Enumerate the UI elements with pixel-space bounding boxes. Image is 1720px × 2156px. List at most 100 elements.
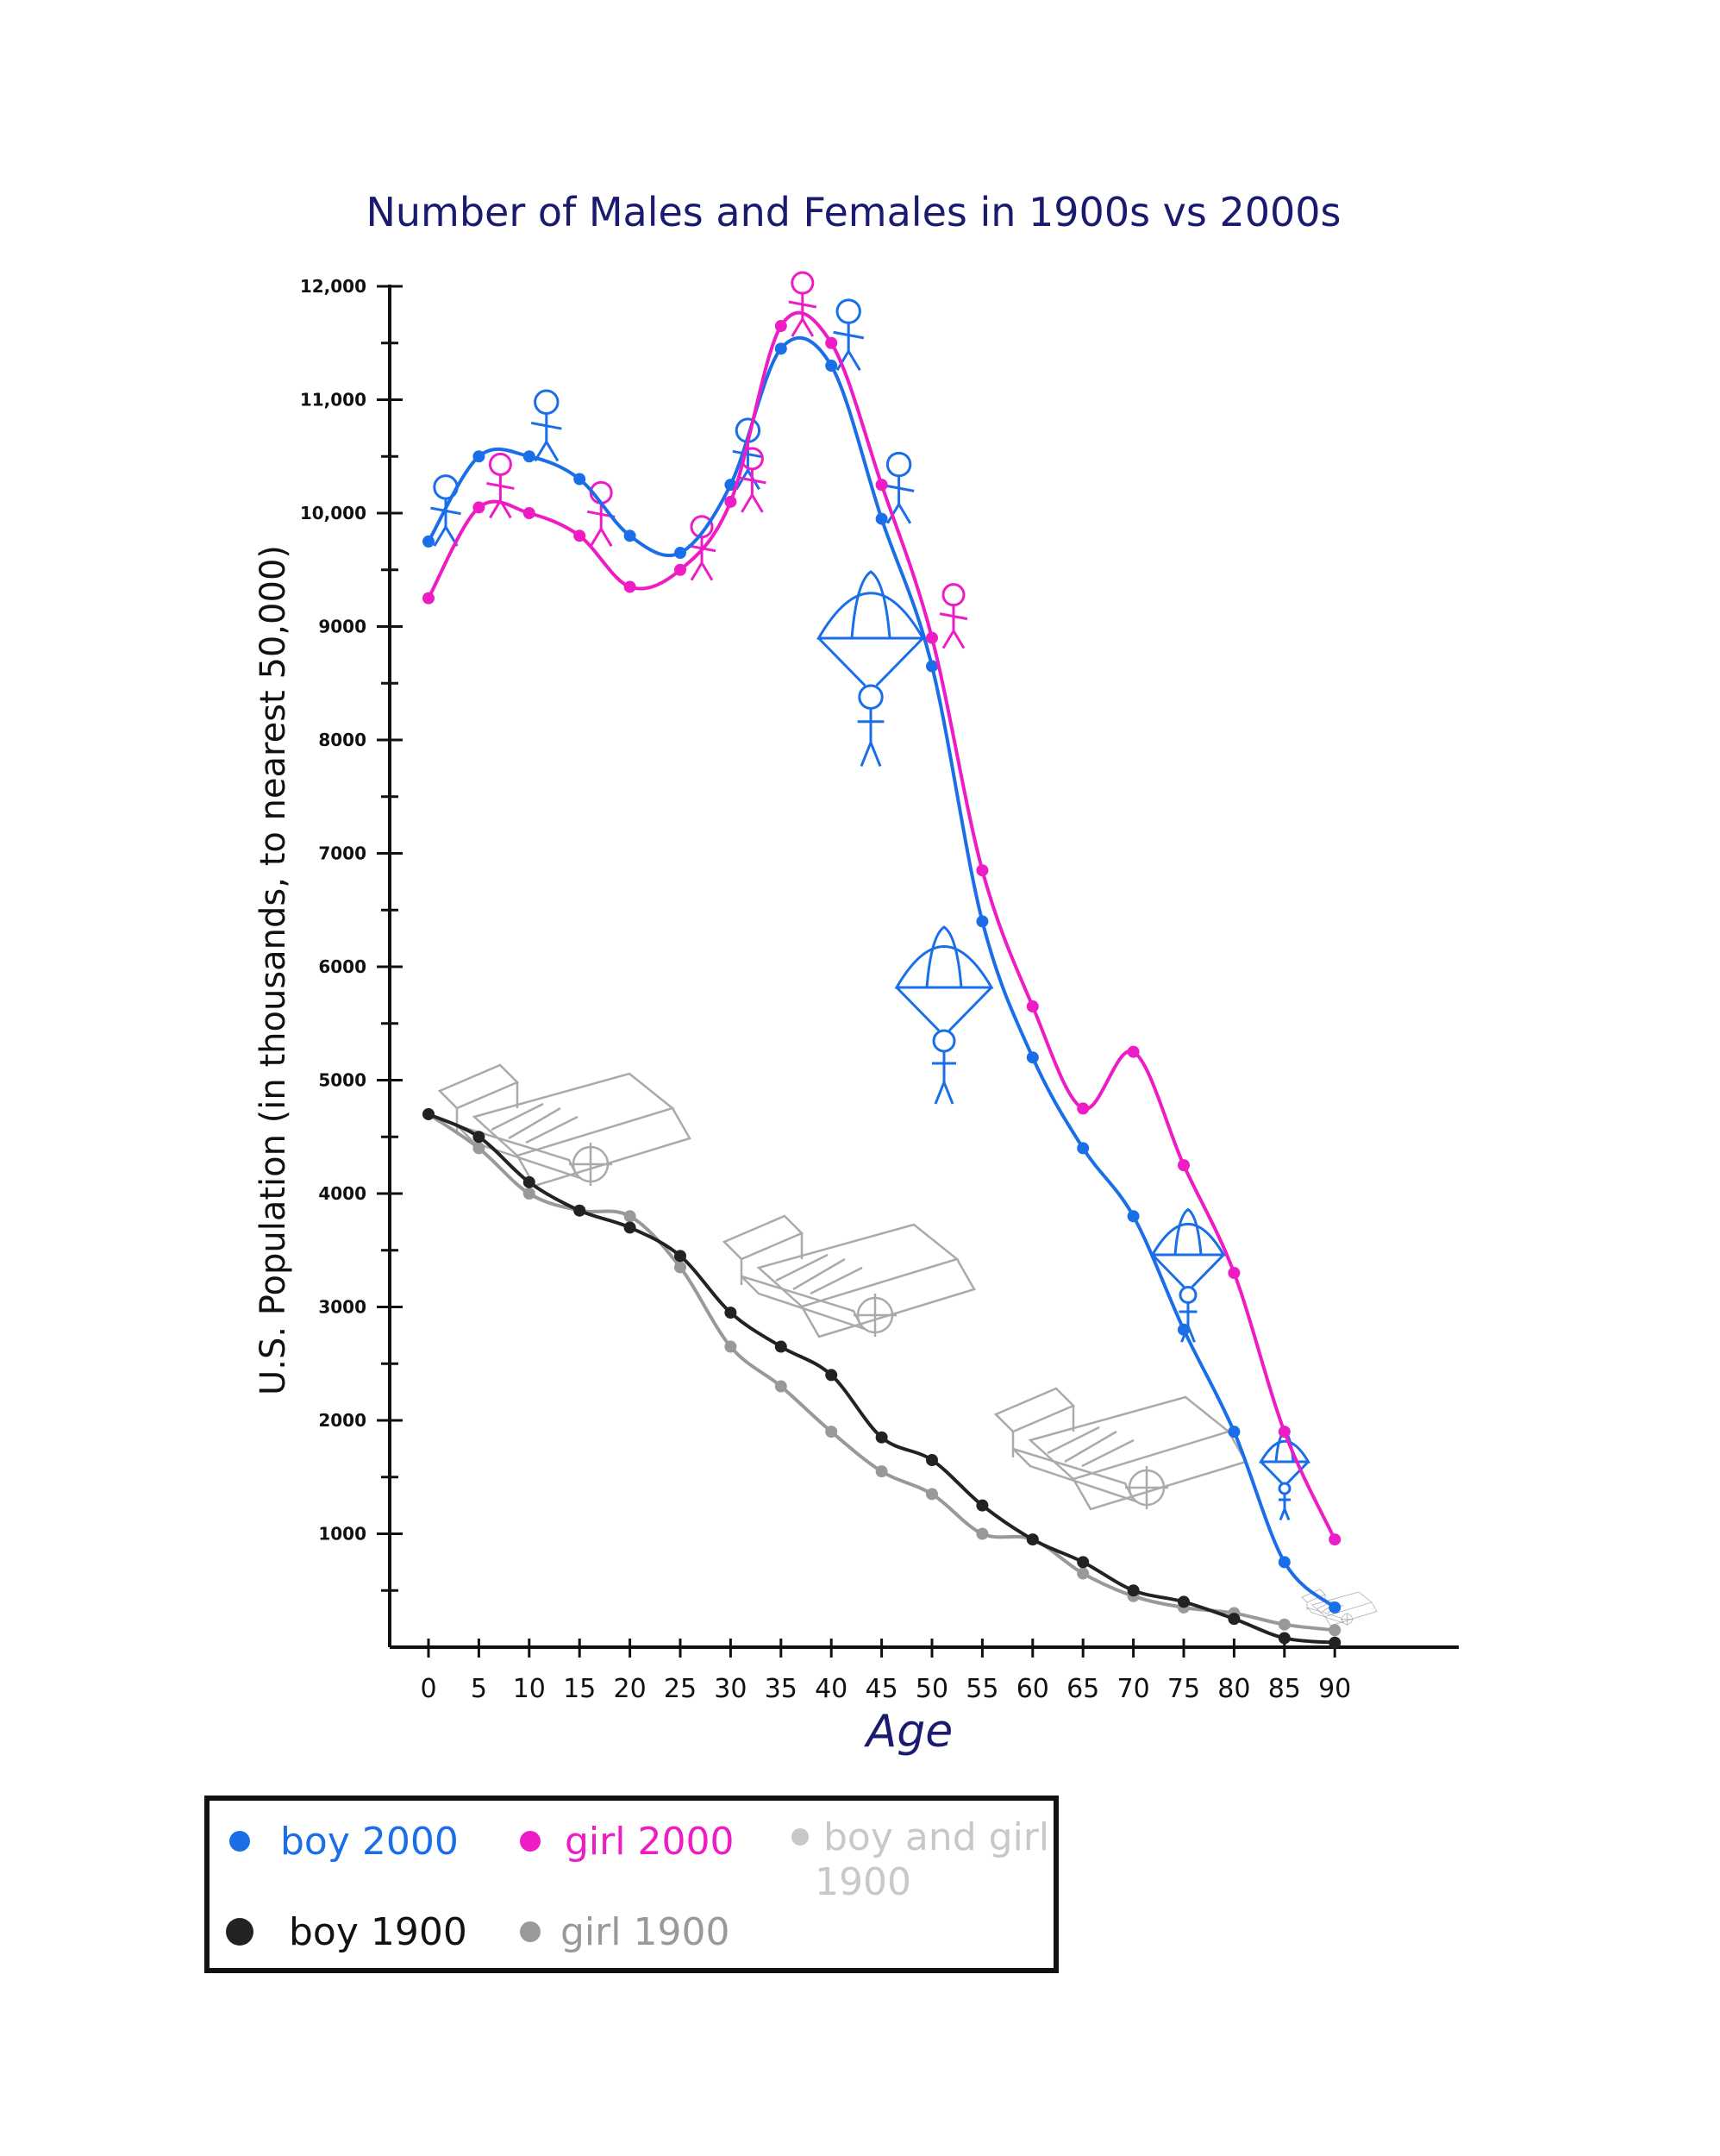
x-tick-label: 25: [664, 1674, 697, 1704]
data-point-boy-2000: [875, 512, 888, 525]
x-tick-label: 90: [1318, 1674, 1351, 1704]
data-point-girl-2000: [674, 563, 686, 576]
y-tick-label: 2000: [318, 1410, 366, 1431]
data-point-boy-2000: [976, 915, 989, 928]
x-tick-label: 80: [1217, 1674, 1250, 1704]
data-point-boy-2000: [825, 360, 838, 373]
data-point-boy-2000: [573, 473, 586, 486]
stick-figure-icon: [939, 583, 968, 649]
parachute-icon: [894, 925, 994, 1105]
data-point-boy-2000: [724, 479, 737, 492]
legend-marker-boy-1900: [226, 1918, 253, 1946]
y-tick-label: 7000: [318, 843, 366, 864]
data-point-boy-2000: [522, 450, 535, 463]
chart-title: Number of Males and Females in 1900s vs …: [366, 189, 1341, 235]
y-tick-label: 3000: [318, 1297, 366, 1318]
stick-figure-icon: [833, 298, 865, 372]
data-point-girl-2000: [573, 530, 586, 542]
biplane-icon: [993, 1387, 1248, 1511]
legend-marker-boy-and-girl-1900: [791, 1828, 809, 1846]
data-point-girl-2000: [1077, 1102, 1090, 1115]
stick-figure-icon: [486, 452, 515, 519]
data-point-girl-1900: [674, 1261, 686, 1274]
data-point-girl-1900: [825, 1426, 838, 1438]
data-point-girl-2000: [1127, 1045, 1140, 1058]
legend-label-girl-1900: girl 1900: [560, 1910, 729, 1954]
data-point-boy-2000: [1228, 1426, 1241, 1438]
data-point-boy-2000: [1278, 1556, 1291, 1569]
y-tick-label: 1000: [318, 1524, 366, 1545]
data-point-girl-2000: [774, 320, 787, 333]
x-tick-label: 40: [815, 1674, 847, 1704]
data-point-girl-2000: [1329, 1533, 1342, 1546]
data-point-boy-1900: [674, 1250, 686, 1263]
data-point-girl-1900: [472, 1142, 485, 1155]
data-point-girl-2000: [926, 631, 938, 644]
x-tick-label: 35: [765, 1674, 797, 1704]
data-point-boy-1900: [1026, 1533, 1039, 1546]
data-point-boy-1900: [825, 1369, 838, 1382]
legend-marker-girl-1900: [520, 1921, 541, 1942]
data-point-boy-1900: [1329, 1636, 1342, 1649]
x-tick-label: 45: [866, 1674, 898, 1704]
axes: [388, 285, 1459, 1649]
series-line-girl-2000: [427, 310, 1337, 1540]
parachute-icon: [1258, 1430, 1311, 1521]
data-point-girl-2000: [1026, 1000, 1039, 1013]
x-tick-label: 20: [614, 1674, 647, 1704]
series-line-girl-1900: [427, 1112, 1335, 1633]
data-point-boy-1900: [522, 1175, 535, 1188]
x-tick-label: 75: [1167, 1674, 1200, 1704]
data-point-girl-2000: [825, 336, 838, 349]
legend-label-boy-2000: boy 2000: [280, 1820, 459, 1864]
x-tick-label: 70: [1117, 1674, 1150, 1704]
data-point-boy-2000: [1178, 1323, 1190, 1336]
legend-box: [204, 1796, 1059, 1973]
stick-figure-icon: [738, 447, 766, 513]
data-point-girl-1900: [1077, 1567, 1090, 1580]
stick-figure-icon: [530, 389, 562, 462]
data-point-girl-1900: [774, 1380, 787, 1393]
x-tick-label: 5: [471, 1674, 487, 1704]
data-point-girl-2000: [875, 479, 888, 492]
data-point-girl-2000: [472, 501, 485, 514]
data-point-boy-2000: [1329, 1601, 1342, 1614]
stick-figure-icon: [883, 451, 915, 524]
data-point-boy-2000: [623, 530, 636, 542]
x-tick-label: 55: [966, 1674, 998, 1704]
data-point-girl-1900: [1329, 1624, 1342, 1637]
data-point-boy-1900: [1228, 1613, 1241, 1626]
data-point-boy-1900: [1077, 1556, 1090, 1569]
y-tick-label: 12,000: [300, 276, 366, 297]
data-point-girl-1900: [522, 1188, 535, 1200]
x-tick-label: 15: [563, 1674, 596, 1704]
biplane-icon: [722, 1214, 976, 1338]
data-point-boy-2000: [472, 450, 485, 463]
data-point-girl-2000: [522, 507, 535, 519]
parachute-icon: [816, 570, 926, 768]
data-point-boy-2000: [674, 547, 686, 560]
biplane-icon: [1301, 1589, 1378, 1626]
data-point-boy-1900: [422, 1107, 435, 1120]
data-point-boy-1900: [1127, 1584, 1140, 1597]
parachute-icon: [1150, 1207, 1226, 1343]
x-tick-label: 65: [1066, 1674, 1099, 1704]
data-point-girl-2000: [976, 864, 989, 877]
y-tick-label: 10,000: [300, 503, 366, 523]
data-point-girl-1900: [926, 1488, 938, 1501]
data-point-girl-2000: [623, 580, 636, 593]
ticks: 12,000 11,000 10,000 9000 8000 7000 6000 5000 40…: [300, 276, 1351, 1704]
data-point-boy-1900: [875, 1431, 888, 1444]
x-tick-label: 85: [1268, 1674, 1301, 1704]
data-point-boy-1900: [926, 1454, 938, 1467]
data-point-boy-2000: [422, 535, 435, 548]
data-point-boy-2000: [1026, 1051, 1039, 1064]
data-point-girl-1900: [623, 1210, 636, 1223]
x-tick-label: 0: [420, 1674, 436, 1704]
y-tick-label: 8000: [318, 730, 366, 750]
legend-label-boy-1900: boy 1900: [289, 1910, 467, 1954]
data-point-boy-2000: [1077, 1142, 1090, 1155]
data-point-boy-1900: [472, 1131, 485, 1144]
data-point-boy-1900: [774, 1340, 787, 1353]
